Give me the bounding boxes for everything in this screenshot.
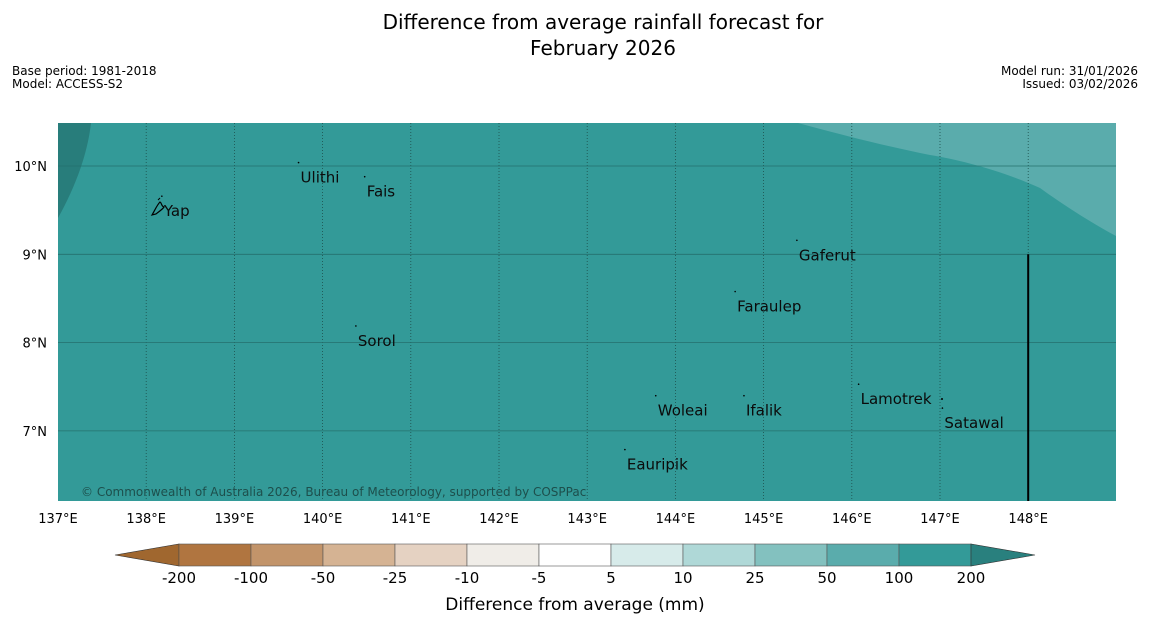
copyright-text: © Commonwealth of Australia 2026, Bureau… <box>81 485 586 499</box>
place-label-lamotrek: Lamotrek <box>861 390 932 408</box>
colorbar-tick-label: -50 <box>311 569 336 587</box>
lon-tick-label: 142°E <box>479 512 519 527</box>
place-marker <box>734 290 736 293</box>
longitude-labels: 137°E 138°E 139°E 140°E 141°E 142°E 143°E 144°E… <box>38 512 1048 527</box>
lon-tick-label: 137°E <box>38 512 78 527</box>
colorbar-tick-label: 25 <box>745 569 764 587</box>
rainfall-field-wetter-zone <box>58 123 91 218</box>
lon-tick-label: 148°E <box>1008 512 1048 527</box>
colorbar-boxes <box>178 543 972 567</box>
model-text: Model: ACCESS-S2 <box>12 77 124 91</box>
colorbar-tick-label: -25 <box>383 569 408 587</box>
colorbar-tick-label: -5 <box>532 569 547 587</box>
place-marker <box>363 175 366 178</box>
place-label-yap: Yap <box>163 202 190 220</box>
lon-tick-label: 138°E <box>126 512 166 527</box>
colorbar-title: Difference from average (mm) <box>445 595 704 615</box>
islet-marker <box>941 398 943 400</box>
colorbar-tick-label: 10 <box>673 569 692 587</box>
place-marker <box>161 195 163 197</box>
colorbar-tick-label: -100 <box>234 569 268 587</box>
colorbar-tick-labels: -200 -100 -50 -25 -10 -5 5 10 25 50 100 200 <box>162 569 985 587</box>
title-line-2: February 2026 <box>530 36 676 60</box>
colorbar-box <box>682 543 756 567</box>
colorbar-box <box>826 543 900 567</box>
place-marker <box>941 407 944 409</box>
place-marker <box>743 394 745 397</box>
lon-tick-label: 146°E <box>832 512 872 527</box>
map-title: Difference from average rainfall forecas… <box>0 9 1150 61</box>
place-labels: Yap Ulithi Fais Gaferut Faraulep Sorol Lamotre… <box>161 161 1004 474</box>
meta-right: Model run: 31/01/2026 Issued: 03/02/2026 <box>1001 65 1138 91</box>
model-run-text: Model run: 31/01/2026 <box>1000 64 1138 78</box>
lat-tick-label: 8°N <box>23 337 48 352</box>
colorbar-tick-label: -10 <box>455 569 480 587</box>
lon-tick-label: 147°E <box>920 512 960 527</box>
lat-tick-label: 7°N <box>23 425 48 440</box>
lat-tick-label: 9°N <box>23 248 48 263</box>
colorbar-tick-label: 200 <box>957 569 986 587</box>
colorbar-box <box>610 543 684 567</box>
lon-tick-label: 144°E <box>656 512 696 527</box>
colorbar-tick-label: 5 <box>606 569 616 587</box>
latitude-labels: 10°N 9°N 8°N 7°N <box>14 160 47 440</box>
map-area: Yap Ulithi Fais Gaferut Faraulep Sorol Lamotre… <box>58 123 1116 501</box>
colorbar-box <box>322 543 396 567</box>
lon-tick-label: 143°E <box>567 512 607 527</box>
place-label-sorol: Sorol <box>358 332 396 350</box>
yap-island-shape <box>150 197 165 216</box>
colorbar-box <box>898 543 972 567</box>
place-marker <box>654 394 657 397</box>
colorbar-tick-label: -200 <box>162 569 196 587</box>
colorbar-extend-low <box>114 543 180 567</box>
rainfall-field-lighter-zone <box>798 123 1116 236</box>
place-label-gaferut: Gaferut <box>799 246 856 264</box>
place-label-fais: Fais <box>367 183 396 201</box>
lon-tick-label: 141°E <box>391 512 431 527</box>
colorbar-box <box>394 543 468 567</box>
colorbar-box <box>754 543 828 567</box>
colorbar-box <box>250 543 324 567</box>
colorbar-box <box>466 543 540 567</box>
place-marker <box>624 448 626 451</box>
place-label-eauripik: Eauripik <box>627 456 688 474</box>
lon-tick-label: 145°E <box>744 512 784 527</box>
place-marker <box>297 161 300 164</box>
place-marker <box>857 383 860 386</box>
place-marker <box>796 239 798 242</box>
colorbar-box <box>538 543 612 567</box>
colorbar-tick-label: 50 <box>817 569 836 587</box>
lat-tick-label: 10°N <box>14 160 47 175</box>
graticule <box>58 123 1116 501</box>
meta-left: Base period: 1981-2018 Model: ACCESS-S2 <box>12 65 157 91</box>
base-period-text: Base period: 1981-2018 <box>12 64 157 78</box>
place-marker <box>355 325 357 327</box>
colorbar-tick-label: 100 <box>885 569 914 587</box>
place-label-ifalik: Ifalik <box>746 402 782 420</box>
colorbar-extend-high <box>970 543 1036 567</box>
lon-tick-label: 139°E <box>215 512 255 527</box>
place-label-satawal: Satawal <box>944 414 1003 432</box>
place-label-ulithi: Ulithi <box>301 169 340 187</box>
lon-tick-label: 140°E <box>303 512 343 527</box>
colorbar-box <box>178 543 252 567</box>
issued-text: Issued: 03/02/2026 <box>1022 77 1138 91</box>
colorbar: -200 -100 -50 -25 -10 -5 5 10 25 50 100 200 Differe… <box>114 543 1036 615</box>
place-label-woleai: Woleai <box>658 402 708 420</box>
place-label-faraulep: Faraulep <box>737 298 801 316</box>
title-line-1: Difference from average rainfall forecas… <box>382 10 824 34</box>
